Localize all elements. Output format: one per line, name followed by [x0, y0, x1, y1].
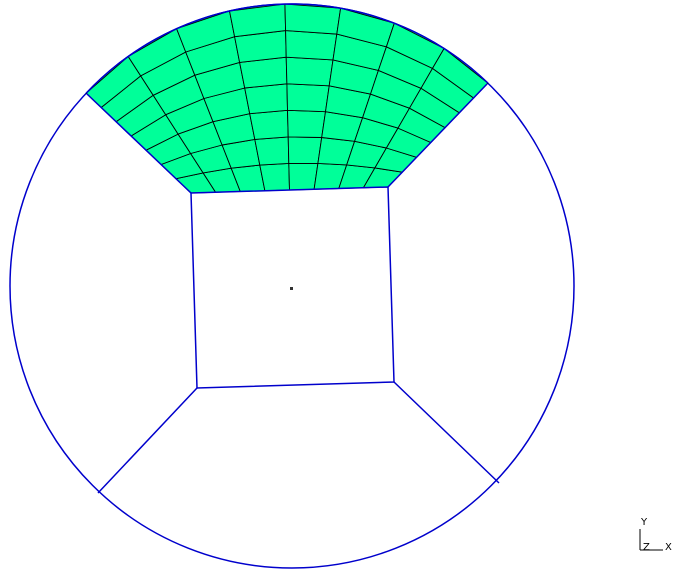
coordinate-triad: Y Z X [639, 517, 672, 553]
meshed-region-top[interactable] [85, 3, 489, 194]
mesh-element[interactable] [285, 56, 334, 87]
mesh-element[interactable] [285, 30, 338, 61]
mesh-element[interactable] [287, 109, 327, 138]
mesh-element[interactable] [284, 3, 342, 35]
mesh-outer-arc-edge [85, 3, 489, 94]
mesh-element[interactable] [259, 162, 290, 192]
mesh-element[interactable] [288, 162, 319, 191]
radial-edge-top-right [387, 83, 488, 188]
mesh-element[interactable] [254, 136, 290, 166]
radial-edge-top-left [86, 93, 192, 194]
triad-z-label: Z [643, 542, 650, 553]
mesh-element[interactable] [287, 136, 323, 164]
mesh-element[interactable] [249, 109, 289, 140]
mesh-element[interactable] [286, 83, 330, 113]
mesh-element[interactable] [244, 83, 288, 115]
triad-y-label: Y [640, 517, 648, 528]
radial-edge-bottom-right [393, 381, 500, 484]
triad-x-label: X [665, 542, 672, 553]
radial-edge-bottom-left [97, 387, 198, 494]
center-point-marker [290, 287, 293, 290]
